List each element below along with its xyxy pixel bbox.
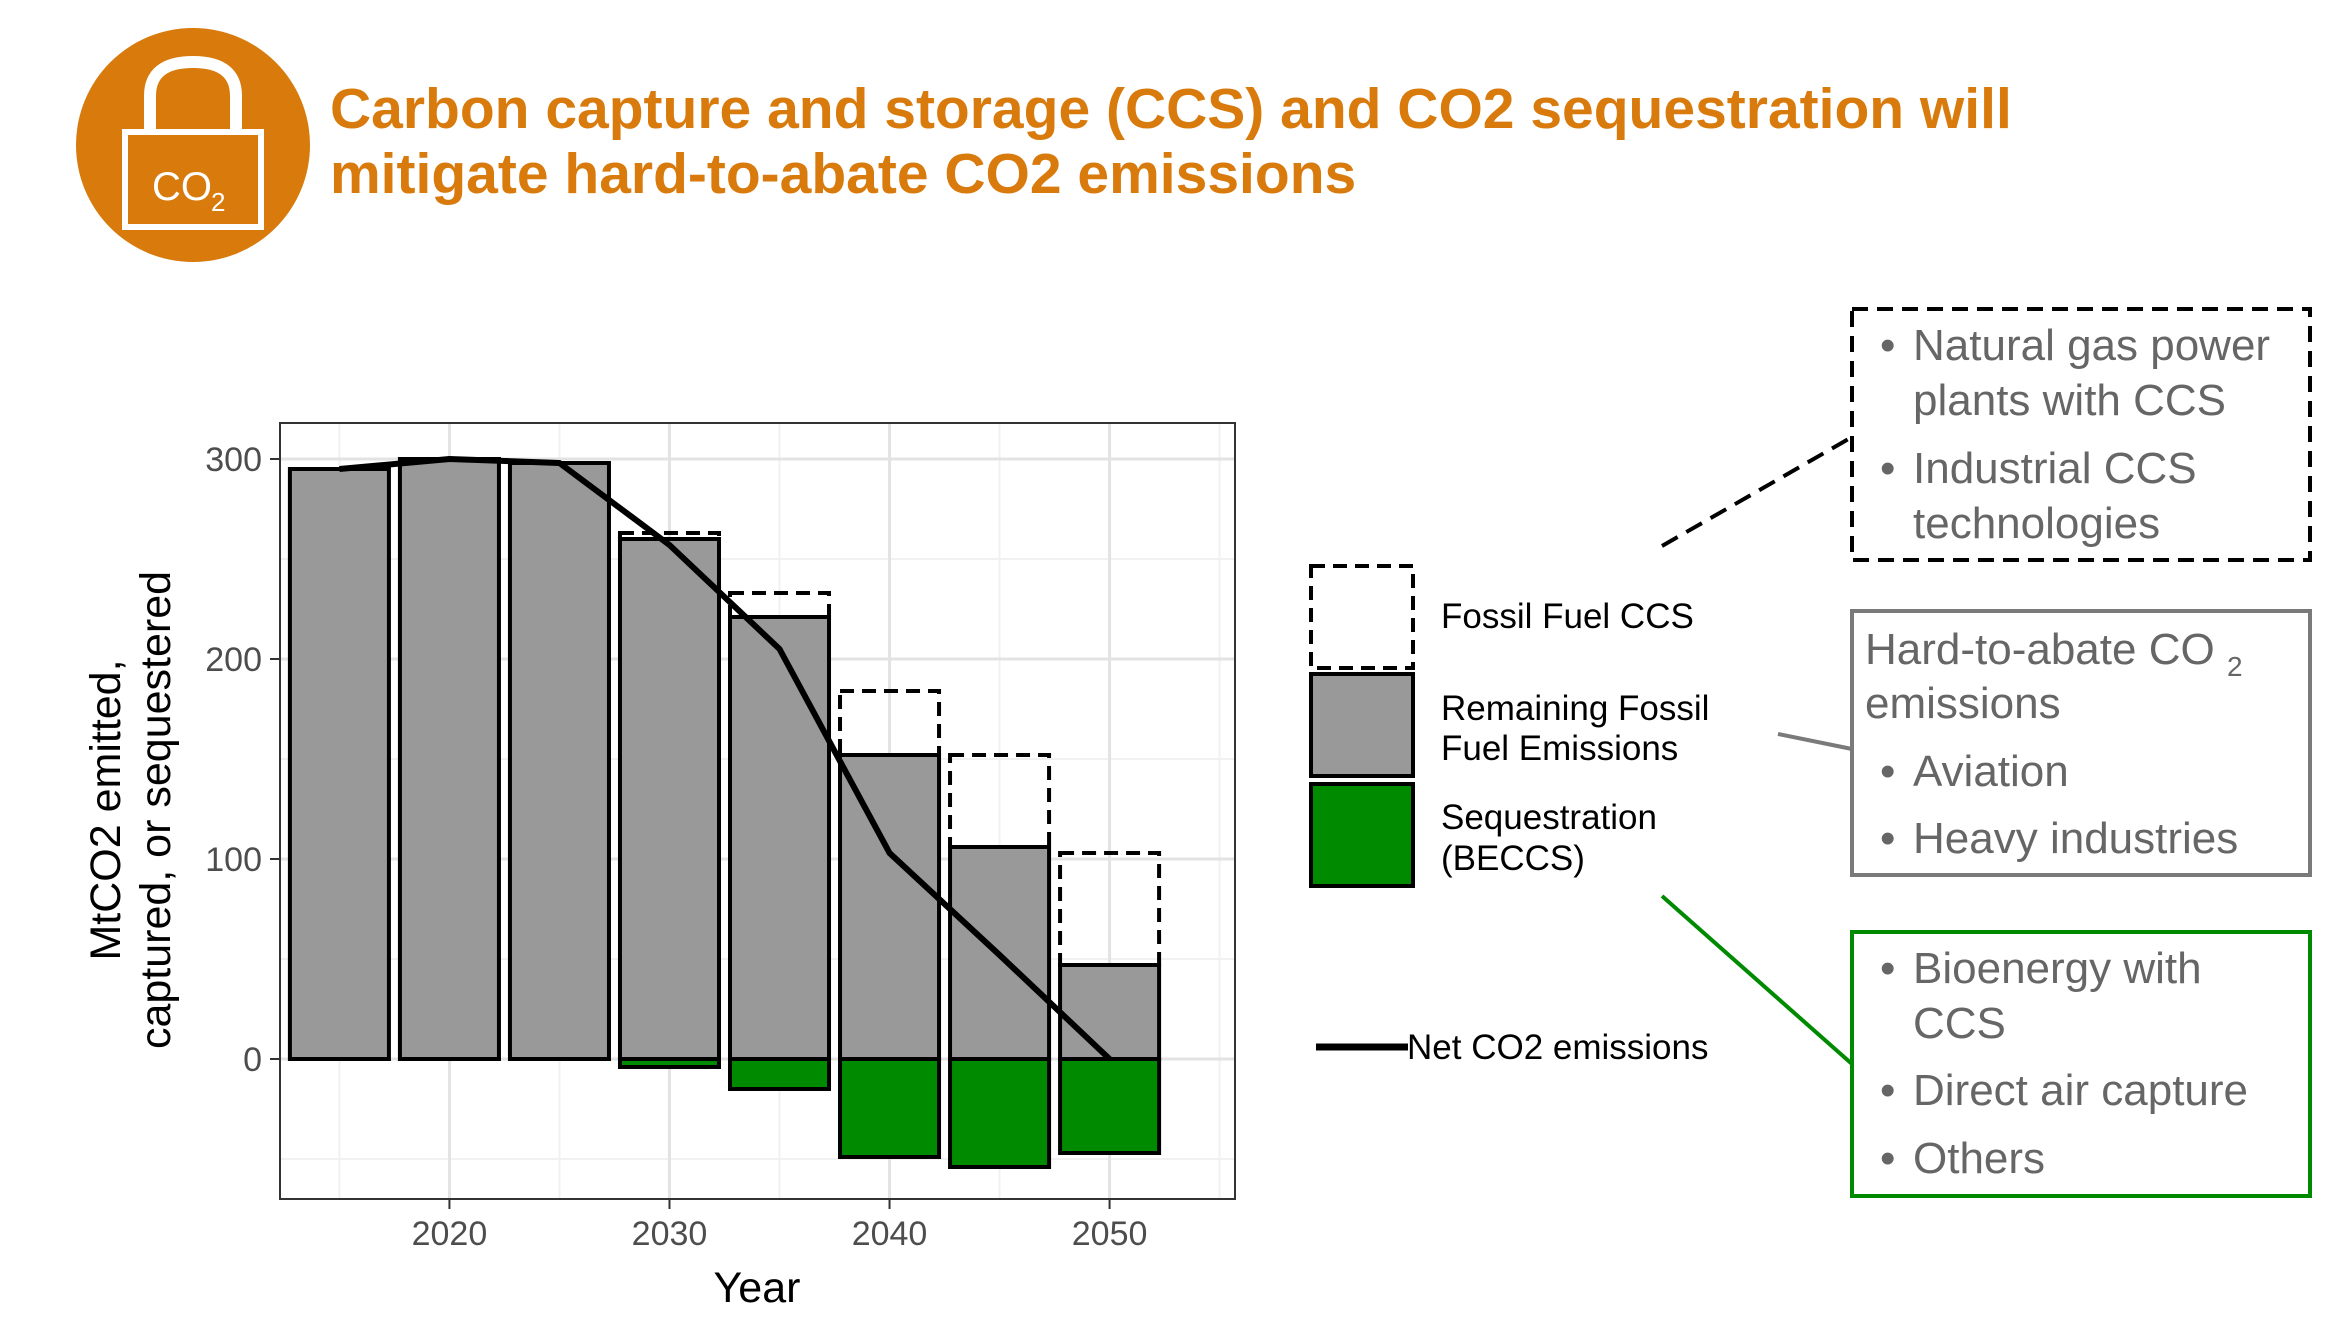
bullet: • [1880, 1066, 1895, 1115]
legend-label-remaining-line2: Fuel Emissions [1441, 729, 1678, 768]
ccs-bar [948, 753, 1052, 849]
legend-label-sequestration-line2: (BECCS) [1441, 839, 1585, 878]
x-tick-label: 2030 [632, 1215, 708, 1253]
remaining-emissions-bar [1058, 963, 1162, 1061]
bullet: • [1880, 321, 1895, 370]
sequestration-item-2: Direct air capture [1913, 1066, 2248, 1115]
legend-label-ccs: Fossil Fuel CCS [1441, 597, 1694, 636]
axis-ticks: 2020 2030 2040 2050 0 100 200 300 [205, 441, 1147, 1253]
legend-key-sequestration [1309, 782, 1415, 888]
sequestration-item-1-line1: Bioenergy with [1913, 944, 2202, 993]
hard-to-abate-title-subscript: 2 [2227, 651, 2243, 682]
hard-to-abate-title-line1: Hard-to-abate CO [1865, 625, 2215, 674]
sequestration-callout-box: • Bioenergy with CCS • Direct air captur… [1850, 930, 2312, 1198]
co2-icon-subscript: 2 [211, 187, 225, 217]
ccs-callout-box: • Natural gas power plants with CCS • In… [1850, 307, 2312, 562]
sequestration-connector [1660, 894, 1854, 1066]
hard-to-abate-title-line2: emissions [1865, 679, 2061, 728]
hard-to-abate-item-1: Aviation [1913, 747, 2069, 796]
ccs-item-2-line2: technologies [1913, 499, 2160, 548]
sequestration-bar [1058, 1057, 1162, 1155]
remaining-emissions-bar [287, 467, 391, 1061]
bullet: • [1880, 814, 1895, 863]
legend-key-ccs [1309, 564, 1415, 670]
page-title-line1: Carbon capture and storage (CCS) and CO2… [330, 77, 2012, 141]
net-emissions-line-group [339, 456, 1112, 1062]
ccs-bar [727, 591, 832, 619]
ccs-bar [838, 689, 942, 757]
remaining-emissions-bar [617, 537, 721, 1061]
sequestration-item-3: Others [1913, 1134, 2045, 1183]
x-tick-label: 2040 [852, 1215, 928, 1253]
x-tick-label: 2020 [412, 1215, 488, 1253]
bullet: • [1880, 747, 1895, 796]
y-tick-label: 300 [205, 441, 262, 479]
sequestration-bar [838, 1057, 942, 1159]
legend: Fossil Fuel CCS Remaining Fossil Fuel Em… [1309, 564, 1709, 1067]
ccs-connector [1661, 435, 1853, 548]
ccs-item-2-line1: Industrial CCS [1913, 444, 2197, 493]
remaining-emissions-bar [727, 615, 832, 1061]
y-axis-title: MtCO2 emitted, captured, or sequestered [82, 571, 180, 1049]
sequestration-bar [727, 1057, 832, 1091]
legend-label-remaining-line1: Remaining Fossil [1441, 689, 1709, 728]
hard-to-abate-item-2: Heavy industries [1913, 814, 2238, 863]
hard-to-abate-connector [1777, 732, 1853, 751]
y-axis-title-line2: captured, or sequestered [132, 571, 180, 1049]
legend-label-sequestration-line1: Sequestration [1441, 798, 1657, 837]
legend-key-remaining [1309, 672, 1415, 778]
bullet: • [1880, 444, 1895, 493]
sequestration-bar [617, 1057, 721, 1069]
y-tick-label: 200 [205, 641, 262, 679]
plot-border [279, 422, 1236, 1200]
ccs-item-1-line1: Natural gas power [1913, 321, 2270, 370]
y-tick-label: 0 [243, 1041, 262, 1079]
remaining-emissions-bar [397, 457, 501, 1061]
page-title-line2: mitigate hard-to-abate CO2 emissions [330, 142, 1356, 206]
ccs-bar [1058, 851, 1162, 967]
sequestration-item-1-line2: CCS [1913, 999, 2006, 1048]
bullet: • [1880, 1134, 1895, 1183]
bars [287, 457, 1162, 1169]
y-axis-title-line1: MtCO2 emitted, [82, 659, 130, 960]
bullet: • [1880, 944, 1895, 993]
co2-lock-icon: CO 2 [76, 28, 310, 262]
chart: 2020 2030 2040 2050 0 100 200 300 Year MtCO2 em… [82, 422, 1236, 1312]
remaining-emissions-bar [838, 753, 942, 1061]
ccs-item-1-line2: plants with CCS [1913, 376, 2226, 425]
x-tick-label: 2050 [1072, 1215, 1148, 1253]
co2-icon-label: CO [152, 165, 212, 209]
remaining-emissions-bar [507, 461, 611, 1061]
y-tick-label: 100 [205, 841, 262, 879]
legend-label-net: Net CO2 emissions [1407, 1028, 1708, 1067]
net-emissions-line [339, 456, 1112, 1062]
x-axis-title: Year [714, 1264, 801, 1312]
sequestration-bar [948, 1057, 1052, 1169]
hard-to-abate-callout-box: Hard-to-abate CO 2 emissions • Aviation … [1850, 609, 2312, 877]
